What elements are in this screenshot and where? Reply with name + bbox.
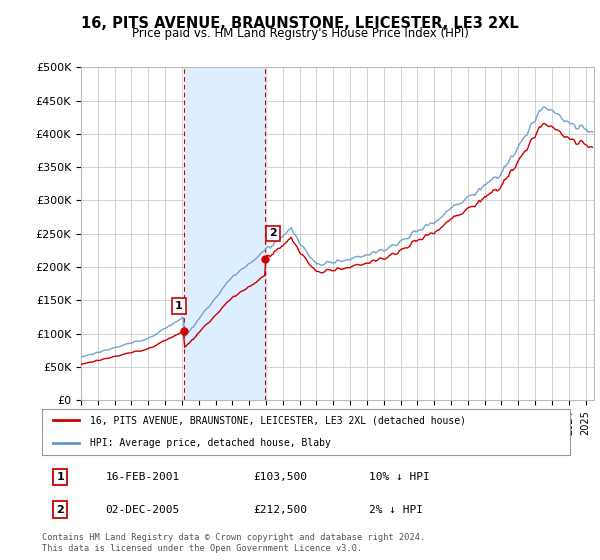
Text: 1: 1 xyxy=(175,301,183,311)
Text: 10% ↓ HPI: 10% ↓ HPI xyxy=(370,472,430,482)
Text: 16-FEB-2001: 16-FEB-2001 xyxy=(106,472,179,482)
Text: Price paid vs. HM Land Registry's House Price Index (HPI): Price paid vs. HM Land Registry's House … xyxy=(131,27,469,40)
Bar xyxy=(184,67,265,400)
Text: 2% ↓ HPI: 2% ↓ HPI xyxy=(370,505,424,515)
Text: 2: 2 xyxy=(56,505,64,515)
Text: 1: 1 xyxy=(56,472,64,482)
Text: £103,500: £103,500 xyxy=(253,472,307,482)
Text: 16, PITS AVENUE, BRAUNSTONE, LEICESTER, LE3 2XL: 16, PITS AVENUE, BRAUNSTONE, LEICESTER, … xyxy=(81,16,519,31)
Text: HPI: Average price, detached house, Blaby: HPI: Average price, detached house, Blab… xyxy=(89,438,331,448)
Text: 2: 2 xyxy=(269,228,277,239)
Text: 16, PITS AVENUE, BRAUNSTONE, LEICESTER, LE3 2XL (detached house): 16, PITS AVENUE, BRAUNSTONE, LEICESTER, … xyxy=(89,416,466,425)
Text: £212,500: £212,500 xyxy=(253,505,307,515)
Text: 02-DEC-2005: 02-DEC-2005 xyxy=(106,505,179,515)
Text: Contains HM Land Registry data © Crown copyright and database right 2024.
This d: Contains HM Land Registry data © Crown c… xyxy=(42,533,425,553)
